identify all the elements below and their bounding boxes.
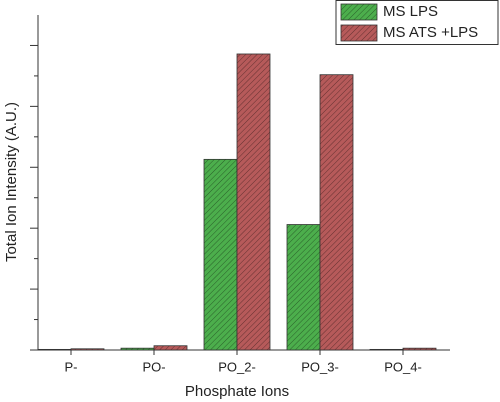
bar bbox=[369, 348, 404, 351]
y-axis-label: Total Ion Intensity (A.U.) bbox=[3, 102, 20, 262]
x-tick-label: PO- bbox=[142, 359, 165, 374]
bar bbox=[37, 348, 72, 351]
x-tick-label: PO_2- bbox=[218, 359, 256, 374]
x-tick-label: PO_4- bbox=[384, 359, 422, 374]
bar bbox=[402, 347, 437, 351]
x-tick-label: P- bbox=[65, 359, 78, 374]
bar bbox=[153, 345, 188, 351]
bar bbox=[319, 74, 354, 351]
bar bbox=[286, 224, 321, 351]
bar bbox=[120, 347, 155, 351]
legend-label: MS LPS bbox=[383, 3, 438, 20]
bar bbox=[236, 53, 271, 351]
bar bbox=[203, 158, 238, 351]
legend-label: MS ATS +LPS bbox=[383, 24, 478, 41]
bar bbox=[70, 348, 105, 351]
x-tick-label: PO_3- bbox=[301, 359, 339, 374]
legend-swatch bbox=[340, 3, 378, 21]
legend-swatch bbox=[340, 24, 378, 42]
x-axis-label: Phosphate Ions bbox=[185, 383, 289, 400]
